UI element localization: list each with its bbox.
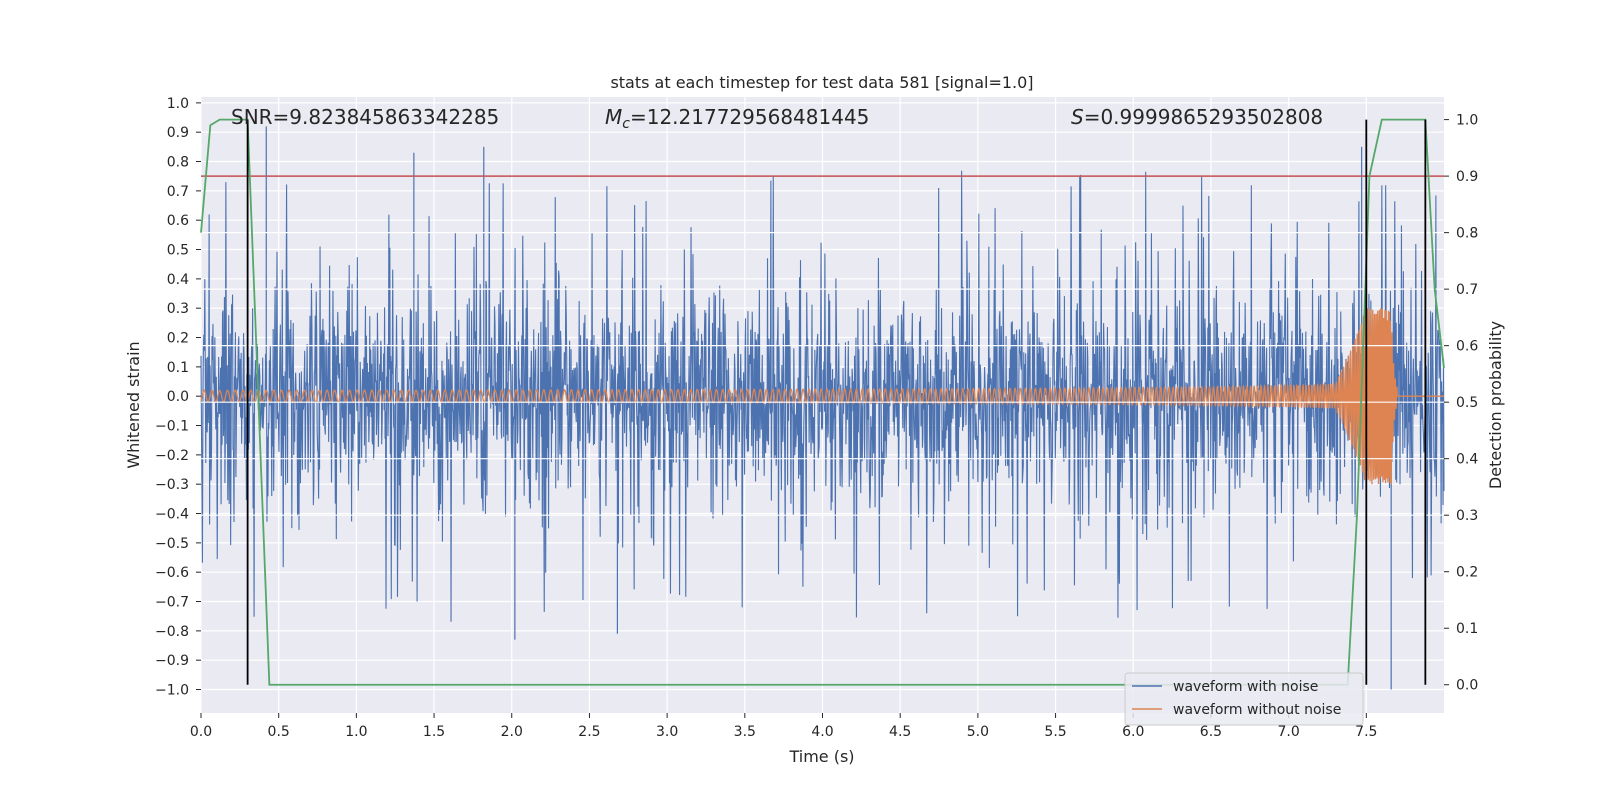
y-tick-label: 0.9 <box>167 125 189 141</box>
y-tick-label: 0.0 <box>167 389 189 405</box>
x-tick-label: 0.0 <box>190 724 212 740</box>
series-layer <box>200 126 1445 690</box>
y-tick-label: 0.5 <box>167 243 189 259</box>
y-right-tick-label: 0.6 <box>1456 339 1478 355</box>
y-tick-label: 1.0 <box>167 96 189 112</box>
x-tick-label: 3.0 <box>656 724 678 740</box>
x-tick-label: 1.0 <box>345 724 367 740</box>
y-axis-label: Whitened strain <box>124 341 143 468</box>
y-tick-label: 0.6 <box>167 213 189 229</box>
legend-box <box>1124 672 1364 726</box>
y-right-tick-label: 0.3 <box>1456 508 1478 524</box>
legend: waveform with noise waveform without noi… <box>1124 672 1364 726</box>
y-right-tick-label: 0.4 <box>1456 452 1478 468</box>
y-right-tick-label: 0.5 <box>1456 395 1478 411</box>
legend-label-noise: waveform with noise <box>1173 679 1318 695</box>
x-tick-label: 5.5 <box>1044 724 1066 740</box>
x-tick-label: 4.5 <box>889 724 911 740</box>
overlay-layer <box>200 118 1445 686</box>
legend-label-clean: waveform without noise <box>1173 702 1341 718</box>
x-tick-label: 0.5 <box>268 724 290 740</box>
y-right-tick-label: 0.9 <box>1456 169 1478 185</box>
grid <box>200 97 1444 713</box>
y-right-tick-label: 0.0 <box>1456 678 1478 694</box>
y-right-tick-label: 0.1 <box>1456 621 1478 637</box>
y-right-tick-label: 0.7 <box>1456 282 1478 298</box>
x-tick-label: 1.5 <box>423 724 445 740</box>
x-tick-label: 7.5 <box>1355 724 1377 740</box>
y-tick-label: −0.2 <box>155 448 189 464</box>
x-tick-label: 6.0 <box>1122 724 1144 740</box>
y-tick-label: −0.9 <box>155 653 189 669</box>
y-tick-label: 0.1 <box>167 360 189 376</box>
y-right-axis-label: Detection probability <box>1486 321 1505 489</box>
y-tick-label: −0.3 <box>155 477 189 493</box>
axes: 0.0 0.5 1.0 1.5 2.0 2.5 3.0 3.5 4.0 4.5 5.0 5.5 6.0 6… <box>155 96 1478 740</box>
y-tick-label: −0.1 <box>155 419 189 435</box>
series-line-waveform-with-noise <box>200 170 1445 622</box>
y-tick-label: 0.7 <box>167 184 189 200</box>
y-tick-label: −1.0 <box>155 683 189 699</box>
chirp-mass-value: =12.217729568481445 <box>630 105 869 129</box>
y-tick-label: −0.7 <box>155 595 189 611</box>
y-tick-label: −0.6 <box>155 565 189 581</box>
series-line-waveform-without-noise <box>200 308 1444 485</box>
y-tick-label: 0.3 <box>167 301 189 317</box>
chirp-mass-annotation: Mc=12.217729568481445 <box>605 105 869 132</box>
y-tick-label: 0.8 <box>167 155 189 171</box>
chart-title: stats at each timestep for test data 581… <box>610 73 1033 92</box>
y-right-tick-label: 0.8 <box>1456 226 1478 242</box>
x-axis-label: Time (s) <box>788 747 854 766</box>
chirp-mass-subscript: c <box>622 116 630 132</box>
x-tick-label: 7.0 <box>1277 724 1299 740</box>
x-tick-label: 4.0 <box>811 724 833 740</box>
score-value: =0.9999865293502808 <box>1084 105 1323 129</box>
y-tick-label: −0.4 <box>155 507 189 523</box>
snr-annotation: SNR=9.823845863342285 <box>231 105 499 129</box>
score-annotation: S=0.9999865293502808 <box>1071 105 1323 129</box>
x-tick-label: 5.0 <box>967 724 989 740</box>
y-tick-label: 0.4 <box>167 272 189 288</box>
y-right-tick-label: 0.2 <box>1456 565 1478 581</box>
y-right-tick-label: 1.0 <box>1456 113 1478 129</box>
y-tick-label: 0.2 <box>167 331 189 347</box>
x-tick-label: 6.5 <box>1200 724 1222 740</box>
x-tick-label: 2.0 <box>501 724 523 740</box>
y-tick-label: −0.8 <box>155 624 189 640</box>
x-tick-label: 2.5 <box>578 724 600 740</box>
score-symbol: S <box>1071 105 1084 129</box>
y-tick-label: −0.5 <box>155 536 189 552</box>
chirp-mass-symbol: M <box>605 105 622 129</box>
x-tick-label: 3.5 <box>734 724 756 740</box>
